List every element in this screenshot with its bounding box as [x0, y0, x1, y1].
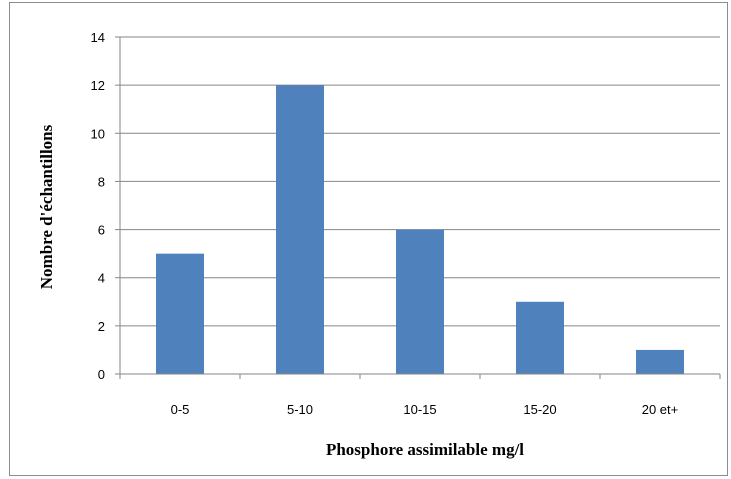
x-tick-labels: 0-5 5-10 10-15 15-20 20 et+ — [171, 402, 679, 417]
x-tick-label: 5-10 — [287, 402, 313, 417]
y-tick-label: 4 — [98, 271, 105, 286]
bar — [276, 85, 324, 375]
bar — [636, 349, 684, 374]
bars — [156, 85, 684, 375]
y-tick-label: 6 — [98, 223, 105, 238]
bar — [516, 301, 564, 374]
gridlines — [120, 36, 720, 327]
y-tick-label: 10 — [91, 126, 105, 141]
x-tick-label: 20 et+ — [642, 402, 679, 417]
bar — [396, 229, 444, 374]
y-tick-label: 14 — [91, 30, 105, 45]
chart-frame — [9, 2, 728, 476]
bar — [156, 253, 204, 374]
y-tick-label: 8 — [98, 174, 105, 189]
y-tick-label: 12 — [91, 78, 105, 93]
y-tick-label: 2 — [98, 319, 105, 334]
x-tick-label: 0-5 — [171, 402, 190, 417]
axes — [115, 36, 721, 379]
y-axis-title: Nombre d'échantillons — [37, 124, 56, 289]
y-tick-labels: 0 2 4 6 8 10 12 14 — [91, 30, 105, 382]
x-tick-label: 15-20 — [523, 402, 556, 417]
y-tick-label: 0 — [98, 367, 105, 382]
x-axis-title: Phosphore assimilable mg/l — [326, 440, 524, 459]
x-tick-label: 10-15 — [403, 402, 436, 417]
